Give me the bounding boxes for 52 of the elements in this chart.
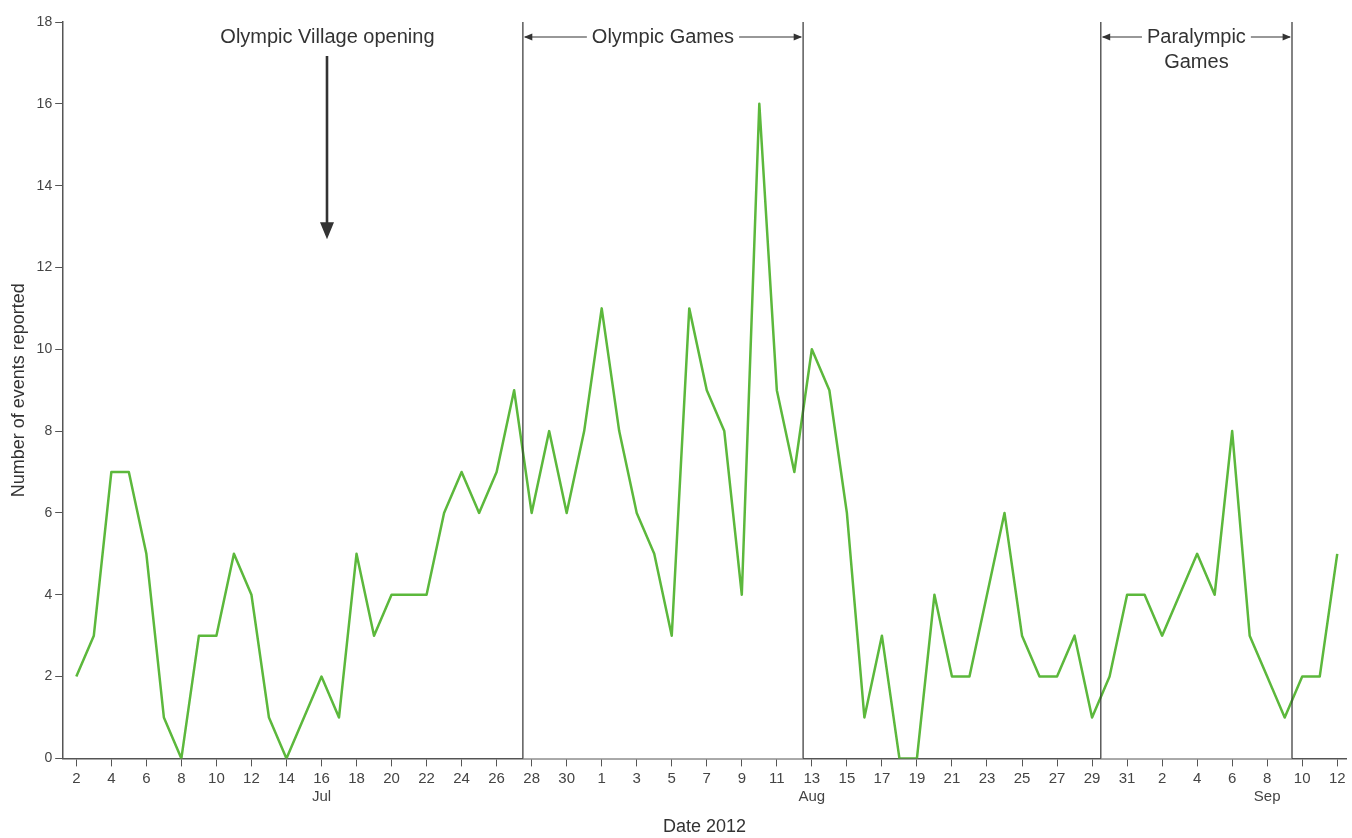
x-tick-label: 20 (383, 768, 400, 786)
band-label: Paralympic Games (1146, 24, 1246, 72)
x-tick-label: 4 (107, 768, 116, 786)
x-tick-label: 16 Jul (311, 768, 332, 804)
x-tick-label: 9 (737, 768, 746, 786)
x-tick-label: 22 (418, 768, 435, 786)
x-tick-label: 13 Aug (798, 768, 826, 804)
y-tick-label: 14 (36, 176, 53, 193)
x-tick-label: 3 (632, 768, 641, 786)
x-tick-label: 2 (72, 768, 81, 786)
x-tick-label: 6 (1227, 768, 1237, 786)
x-tick-label: 12 (243, 768, 260, 786)
x-tick-label: 5 (667, 768, 676, 786)
annotation: Olympic Village opening (220, 24, 435, 47)
y-tick-label: 16 (36, 94, 53, 111)
y-tick-label: 18 (36, 12, 53, 29)
x-tick-label: 10 (208, 768, 225, 786)
x-tick-label: 19 (908, 768, 926, 786)
x-tick-label: 25 (1013, 768, 1031, 786)
x-tick-label: 24 (453, 768, 470, 786)
y-tick-label: 2 (44, 667, 53, 684)
x-tick-label: 2 (1157, 768, 1167, 786)
x-tick-label: 30 (558, 768, 576, 786)
y-tick-label: 8 (44, 421, 53, 438)
x-tick-label: 15 (838, 768, 856, 786)
x-tick-label: 23 (978, 768, 996, 786)
x-tick-label: 26 (488, 768, 505, 786)
x-tick-label: 17 (873, 768, 891, 786)
y-tick-label: 10 (36, 340, 53, 357)
y-tick-label: 12 (36, 258, 53, 275)
x-tick-label: 18 (348, 768, 365, 786)
x-tick-label: 31 (1118, 768, 1136, 786)
y-tick-label: 6 (44, 503, 53, 520)
x-tick-label: 10 (1293, 768, 1311, 786)
x-tick-label: 21 (943, 768, 961, 786)
x-tick-label: 1 (597, 768, 606, 786)
x-tick-label: 12 (1328, 768, 1346, 786)
x-tick-label: 14 (278, 768, 295, 786)
x-axis-title: Date 2012 (663, 816, 747, 837)
y-axis-title: Number of events reported (7, 283, 28, 498)
band-label: Olympic Games (591, 24, 735, 47)
x-tick-label: 27 (1048, 768, 1066, 786)
x-tick-label: 28 (523, 768, 540, 786)
y-tick-label: 4 (44, 585, 53, 602)
x-tick-label: 8 Sep (1253, 768, 1281, 804)
x-tick-label: 4 (1192, 768, 1202, 786)
x-tick-label: 7 (702, 768, 711, 786)
x-tick-label: 11 (769, 768, 785, 786)
x-tick-label: 6 (142, 768, 151, 786)
y-tick-label: 0 (44, 749, 53, 766)
x-tick-label: 29 (1083, 768, 1101, 786)
x-tick-label: 8 (177, 768, 186, 786)
